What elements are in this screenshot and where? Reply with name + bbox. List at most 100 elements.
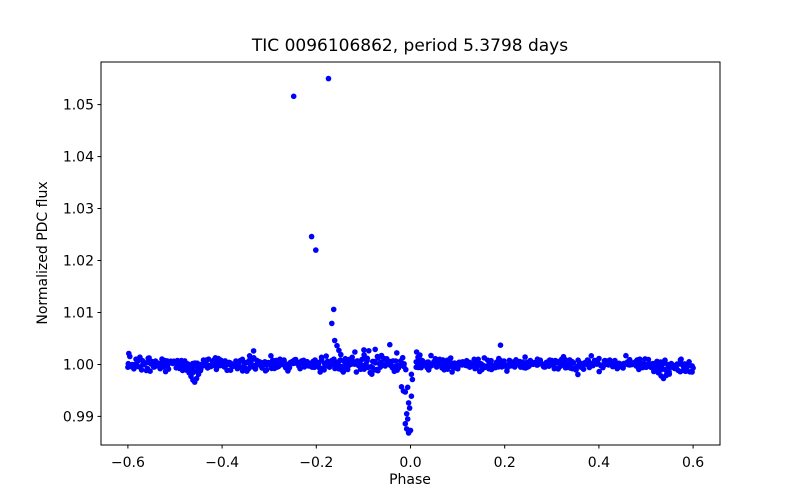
data-point-baseline xyxy=(393,358,399,364)
data-point-transit-dip xyxy=(402,420,409,427)
y-tick-label: 1.01 xyxy=(63,306,94,322)
data-point-baseline xyxy=(321,367,327,373)
data-point-baseline xyxy=(596,368,602,375)
x-tick-label: 0.2 xyxy=(494,455,516,471)
data-point-flare-outliers xyxy=(308,233,315,240)
x-tick-label: 0.4 xyxy=(588,455,610,471)
y-tick-label: 1.03 xyxy=(63,202,94,218)
data-point-misc-outliers xyxy=(497,342,504,349)
data-point-baseline xyxy=(580,366,587,373)
data-point-egress-high xyxy=(415,362,422,369)
data-point-baseline xyxy=(252,366,259,372)
data-point-transit-dip xyxy=(398,384,405,390)
data-point-baseline xyxy=(286,364,293,371)
data-point-baseline xyxy=(323,353,330,359)
y-tick-label: 1.00 xyxy=(63,358,94,374)
data-point-egress-high xyxy=(417,352,423,358)
data-point-baseline xyxy=(138,367,145,373)
data-point-baseline xyxy=(447,355,454,361)
data-point-misc-outliers xyxy=(250,348,257,354)
y-tick-label: 0.99 xyxy=(63,409,94,425)
data-point-baseline xyxy=(394,350,400,356)
x-tick-label: 0.0 xyxy=(399,455,421,471)
data-point-flare-outliers xyxy=(334,342,340,349)
data-point-baseline xyxy=(685,363,691,369)
x-axis-ticks: −0.6 −0.4 −0.2 0.0 0.2 0.4 0.6 xyxy=(111,445,704,471)
data-point-baseline xyxy=(268,353,274,359)
data-point-small-dip-right xyxy=(666,368,672,375)
data-point-baseline xyxy=(475,356,482,363)
data-point-misc-outliers xyxy=(126,350,132,357)
data-point-baseline xyxy=(318,354,325,361)
data-point-flare-outliers xyxy=(338,351,344,358)
data-point-baseline xyxy=(353,369,360,375)
data-point-baseline xyxy=(364,355,371,362)
data-point-baseline xyxy=(570,360,577,366)
data-point-transit-dip xyxy=(404,384,411,391)
scatter-points xyxy=(125,75,696,436)
data-point-transit-dip xyxy=(407,427,414,434)
data-point-transit-dip xyxy=(405,400,412,406)
plot-frame xyxy=(100,61,721,446)
data-point-baseline xyxy=(596,355,602,362)
data-point-baseline xyxy=(399,354,406,361)
data-point-baseline xyxy=(340,369,347,375)
data-point-baseline xyxy=(349,354,356,361)
data-point-baseline xyxy=(686,359,692,365)
data-point-baseline xyxy=(662,357,668,364)
data-point-misc-outliers xyxy=(387,341,393,348)
data-point-baseline xyxy=(645,356,652,363)
data-point-transit-dip xyxy=(404,416,411,422)
y-axis-ticks: 0.99 1.00 1.01 1.02 1.03 1.04 1.05 xyxy=(63,98,101,425)
data-point-transit-dip xyxy=(409,376,416,383)
x-tick-label: −0.4 xyxy=(205,455,239,471)
data-point-baseline xyxy=(366,348,372,354)
data-point-flare-outliers xyxy=(313,247,319,253)
data-point-baseline xyxy=(213,366,220,373)
data-point-egress-high xyxy=(420,360,427,367)
data-point-baseline xyxy=(369,371,375,378)
data-point-baseline xyxy=(522,354,528,360)
data-point-baseline xyxy=(585,357,592,364)
data-point-flare-outliers xyxy=(336,347,342,354)
data-point-baseline xyxy=(165,366,172,372)
data-point-baseline xyxy=(501,358,507,364)
data-point-baseline xyxy=(337,357,344,363)
y-tick-label: 1.02 xyxy=(63,254,94,270)
plot-title: TIC 0096106862, period 5.3798 days xyxy=(251,36,568,56)
data-point-baseline xyxy=(588,353,595,359)
data-point-flare-outliers xyxy=(290,93,297,100)
data-point-transit-dip xyxy=(403,411,410,417)
data-point-baseline xyxy=(576,360,583,366)
data-point-baseline xyxy=(623,352,629,359)
data-point-misc-outliers xyxy=(372,346,379,353)
data-point-flare-outliers xyxy=(325,75,332,82)
x-tick-label: −0.2 xyxy=(299,455,333,471)
data-point-baseline xyxy=(449,369,455,375)
data-point-baseline xyxy=(297,365,303,372)
data-point-transit-dip xyxy=(406,405,413,411)
data-point-baseline xyxy=(488,357,494,364)
x-tick-label: −0.6 xyxy=(111,455,145,471)
data-point-transit-dip xyxy=(408,393,415,400)
data-point-baseline xyxy=(263,367,270,373)
data-point-flare-outliers xyxy=(331,337,338,344)
data-point-flare-outliers xyxy=(329,320,335,327)
y-axis-label: Normalized PDC flux xyxy=(35,181,51,324)
data-point-baseline xyxy=(562,356,568,363)
data-point-small-dip-left xyxy=(193,375,200,382)
data-point-baseline xyxy=(575,371,581,378)
data-point-small-dip-left xyxy=(197,367,204,374)
data-point-baseline xyxy=(382,363,389,369)
data-point-transit-dip xyxy=(402,389,409,395)
y-tick-label: 1.05 xyxy=(63,98,94,114)
data-point-misc-outliers xyxy=(361,347,367,353)
data-point-flare-outliers xyxy=(330,306,337,313)
data-point-transit-dip xyxy=(408,371,415,378)
data-point-baseline xyxy=(690,365,696,371)
data-point-baseline xyxy=(678,356,684,363)
x-axis-label: Phase xyxy=(389,472,431,488)
data-point-transit-dip xyxy=(403,366,409,373)
